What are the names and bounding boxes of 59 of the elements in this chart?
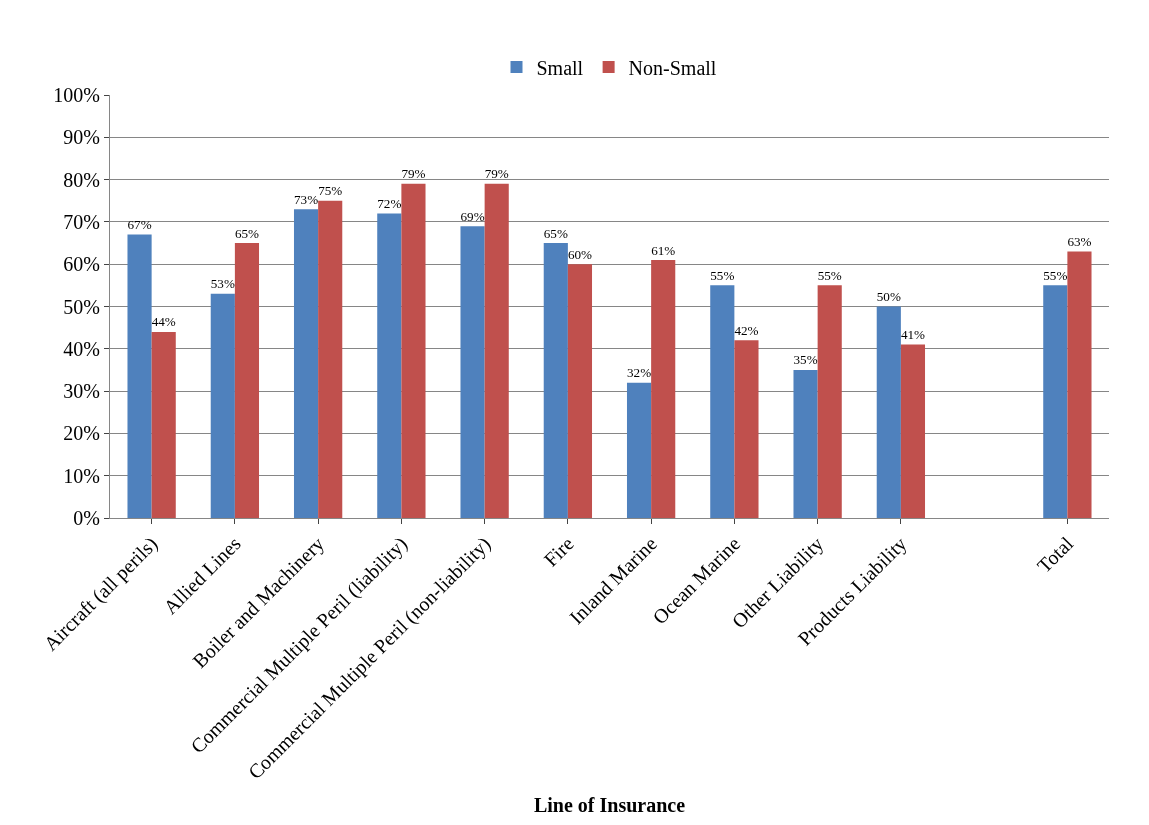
bar — [710, 285, 735, 518]
data-label: 79% — [401, 166, 426, 182]
y-tick-label: 90% — [63, 126, 100, 149]
y-tick-label: 60% — [63, 253, 100, 276]
bar — [626, 382, 652, 518]
bar — [543, 243, 568, 518]
data-label: 53% — [210, 276, 235, 292]
y-tick-label: 30% — [63, 380, 100, 403]
data-label: 55% — [1043, 267, 1068, 283]
data-label: 61% — [651, 242, 676, 258]
y-tick-label: 20% — [63, 422, 100, 445]
data-label: 50% — [876, 289, 901, 305]
bar — [1067, 251, 1092, 518]
x-tick-label: Fire — [539, 532, 578, 571]
y-tick-label: 0% — [73, 507, 100, 529]
bar — [151, 331, 176, 518]
bar — [793, 369, 818, 518]
bar — [318, 200, 343, 518]
data-label: 65% — [234, 225, 260, 241]
y-tick-label: 100% — [53, 84, 100, 106]
data-label: 67% — [127, 217, 152, 233]
data-label: 75% — [318, 183, 343, 199]
data-label: 32% — [626, 365, 652, 381]
bar — [817, 285, 842, 518]
data-label: 44% — [151, 314, 176, 330]
legend-label: Small — [536, 56, 584, 79]
bar — [210, 293, 235, 518]
bar — [1043, 285, 1068, 518]
bar — [377, 213, 402, 518]
data-label: 73% — [293, 191, 319, 207]
x-axis-title: Line of Insurance — [533, 794, 686, 817]
y-tick-label: 50% — [63, 295, 100, 318]
legend-label: Non-Small — [628, 56, 717, 79]
data-label: 60% — [567, 246, 593, 262]
bar — [234, 243, 260, 518]
data-label: 79% — [484, 166, 509, 182]
bar — [127, 234, 152, 518]
y-tick-label: 70% — [63, 210, 100, 233]
bar — [484, 183, 509, 518]
bar — [734, 340, 759, 518]
data-label: 55% — [817, 267, 842, 283]
data-label: 42% — [734, 322, 759, 338]
data-label: 41% — [900, 327, 926, 343]
data-label: 69% — [460, 208, 485, 224]
bar — [651, 259, 676, 518]
data-label: 55% — [710, 267, 735, 283]
data-label: 35% — [793, 352, 818, 368]
data-label: 63% — [1067, 234, 1092, 250]
bar — [900, 344, 926, 518]
bar — [401, 183, 426, 518]
bar — [567, 264, 593, 518]
bar — [876, 306, 901, 518]
data-label: 72% — [377, 195, 402, 211]
y-tick-label: 80% — [63, 168, 100, 191]
data-label: 65% — [543, 225, 568, 241]
y-tick-label: 40% — [63, 337, 100, 360]
bar — [460, 226, 485, 518]
y-tick-label: 10% — [63, 464, 100, 487]
bar — [293, 209, 319, 518]
